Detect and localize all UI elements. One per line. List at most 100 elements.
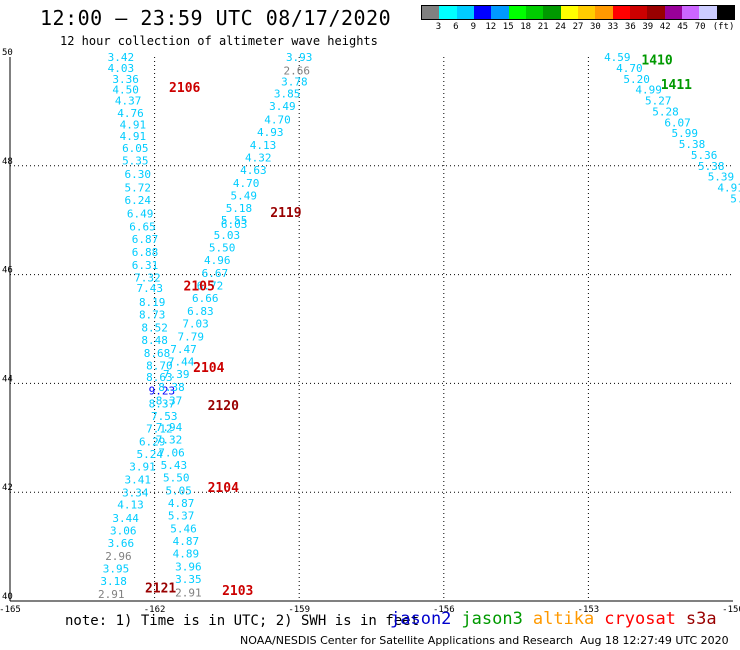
wave-height-value: 6.66 bbox=[192, 292, 219, 305]
color-swatch bbox=[491, 6, 509, 19]
wave-height-value: 6.03 bbox=[221, 218, 248, 231]
wave-height-value: 6.67 bbox=[202, 267, 229, 280]
color-scale-label: 33 bbox=[607, 22, 619, 32]
wave-height-value: 6.49 bbox=[127, 208, 154, 221]
color-scale-label: 36 bbox=[624, 22, 636, 32]
lon-tick-label: -159 bbox=[288, 605, 310, 615]
wave-height-value: 5.03 bbox=[214, 229, 241, 242]
wave-height-value: 6.72 bbox=[197, 279, 224, 292]
wave-height-value: 8.70 bbox=[146, 359, 173, 372]
color-scale-label: 42 bbox=[659, 22, 671, 32]
wave-height-value: 6.87 bbox=[132, 233, 159, 246]
lon-tick-label: -153 bbox=[578, 605, 600, 615]
wave-height-value: 7.44 bbox=[168, 356, 195, 369]
wave-height-value: 5.6 bbox=[730, 192, 740, 205]
wave-height-value: 4.89 bbox=[173, 548, 200, 561]
color-swatch bbox=[664, 6, 682, 19]
wave-height-value: 4.70 bbox=[264, 114, 291, 127]
chart-title: 12:00 — 23:59 UTC 08/17/2020 bbox=[40, 6, 392, 30]
wave-height-value: 3.93 bbox=[286, 51, 313, 64]
wave-height-value: 3.78 bbox=[281, 75, 308, 88]
wave-height-value: 7.32 bbox=[156, 433, 183, 446]
wave-height-value: 8.37 bbox=[156, 394, 183, 407]
wave-height-value: 5.27 bbox=[645, 95, 672, 108]
color-scale-label: (ft) bbox=[712, 22, 735, 32]
wave-height-value: 8.38 bbox=[158, 381, 185, 394]
lon-tick-label: -162 bbox=[144, 605, 166, 615]
wave-height-value: 6.65 bbox=[129, 221, 156, 234]
color-swatch bbox=[595, 6, 613, 19]
credit-line: NOAA/NESDIS Center for Satellite Applica… bbox=[240, 634, 574, 647]
wave-height-value: 4.70 bbox=[616, 62, 643, 75]
wave-height-value: 8.63 bbox=[146, 371, 173, 384]
color-scale-label: 18 bbox=[520, 22, 532, 32]
satellite-jason2: jason2 bbox=[390, 609, 452, 629]
footer-note: note: 1) Time is in UTC; 2) SWH is in fe… bbox=[65, 613, 420, 629]
wave-height-value: 4.13 bbox=[250, 139, 277, 152]
color-scale-label: 15 bbox=[502, 22, 514, 32]
wave-height-value: 6.29 bbox=[139, 436, 166, 449]
color-scale-label: 70 bbox=[694, 22, 706, 32]
lon-tick-label: -165 bbox=[0, 605, 21, 615]
wave-height-value: 5.50 bbox=[163, 472, 190, 485]
wave-height-value: 5.38 bbox=[698, 160, 725, 173]
wave-height-value: 5.37 bbox=[168, 510, 195, 523]
wave-height-value: 5.39 bbox=[708, 171, 735, 184]
wave-height-value: 6.88 bbox=[132, 246, 159, 259]
track-label: 1410 bbox=[641, 54, 672, 69]
wave-height-value: 2.96 bbox=[105, 550, 132, 563]
wave-height-value: 5.55 bbox=[221, 214, 248, 227]
wave-height-value: 5.05 bbox=[165, 485, 192, 498]
color-scale-label: 45 bbox=[677, 22, 689, 32]
wave-height-value: 3.06 bbox=[110, 524, 137, 537]
wave-height-value: 3.34 bbox=[122, 487, 149, 500]
wave-height-value: 4.91 bbox=[120, 130, 147, 143]
color-scale-bar bbox=[421, 5, 735, 20]
wave-height-value: 4.13 bbox=[117, 499, 144, 512]
wave-height-value: 6.05 bbox=[122, 142, 149, 155]
lon-tick-label: -150 bbox=[722, 605, 740, 615]
track-label: 2120 bbox=[208, 399, 239, 414]
track-label: 2104 bbox=[193, 361, 224, 376]
track-label: 2105 bbox=[184, 279, 215, 294]
wave-height-value: 2.66 bbox=[284, 65, 311, 78]
color-swatch bbox=[439, 6, 457, 19]
wave-height-value: 5.72 bbox=[124, 182, 151, 195]
wave-height-value: 4.87 bbox=[173, 535, 200, 548]
lat-tick-label: 42 bbox=[2, 483, 13, 493]
wave-height-value: 5.99 bbox=[672, 127, 699, 140]
wave-height-value: 8.37 bbox=[149, 398, 176, 411]
generated-timestamp: Aug 18 12:27:49 UTC 2020 bbox=[580, 634, 729, 647]
wave-height-value: 3.35 bbox=[175, 573, 202, 586]
lat-tick-label: 48 bbox=[2, 157, 13, 167]
color-scale-label: 24 bbox=[555, 22, 566, 32]
satellite-legend: jason2 jason3 altika cryosat s3a bbox=[390, 609, 727, 629]
color-scale-label: 3 bbox=[435, 22, 442, 32]
wave-height-value: 9.23 bbox=[149, 384, 176, 397]
track-label: 2103 bbox=[222, 584, 253, 599]
wave-height-value: 4.96 bbox=[204, 254, 231, 267]
wave-height-value: 3.41 bbox=[124, 474, 151, 487]
color-swatch bbox=[560, 6, 578, 19]
lat-tick-label: 50 bbox=[2, 48, 13, 58]
wave-height-value: 5.35 bbox=[122, 154, 149, 167]
color-swatch bbox=[422, 6, 440, 19]
wave-height-value: 5.50 bbox=[209, 241, 236, 254]
color-swatch bbox=[681, 6, 700, 19]
lon-tick-label: -156 bbox=[433, 605, 455, 615]
wave-height-value: 4.87 bbox=[168, 497, 195, 510]
wave-height-value: 7.32 bbox=[134, 271, 161, 284]
color-swatch bbox=[699, 6, 717, 19]
wave-height-value: 2.91 bbox=[98, 588, 125, 601]
wave-height-value: 3.66 bbox=[108, 537, 135, 550]
wave-height-value: 3.95 bbox=[103, 562, 130, 575]
satellite-jason3: jason3 bbox=[461, 609, 523, 629]
wave-height-value: 4.76 bbox=[117, 107, 144, 120]
wave-height-value: 6.31 bbox=[132, 259, 159, 272]
wave-height-value: 3.85 bbox=[274, 87, 301, 100]
track-label: 2121 bbox=[145, 581, 176, 596]
wave-height-value: 4.50 bbox=[112, 84, 139, 97]
color-scale-label: 30 bbox=[590, 22, 601, 32]
wave-height-value: 3.42 bbox=[108, 51, 135, 64]
wave-height-value: 8.19 bbox=[139, 296, 166, 309]
